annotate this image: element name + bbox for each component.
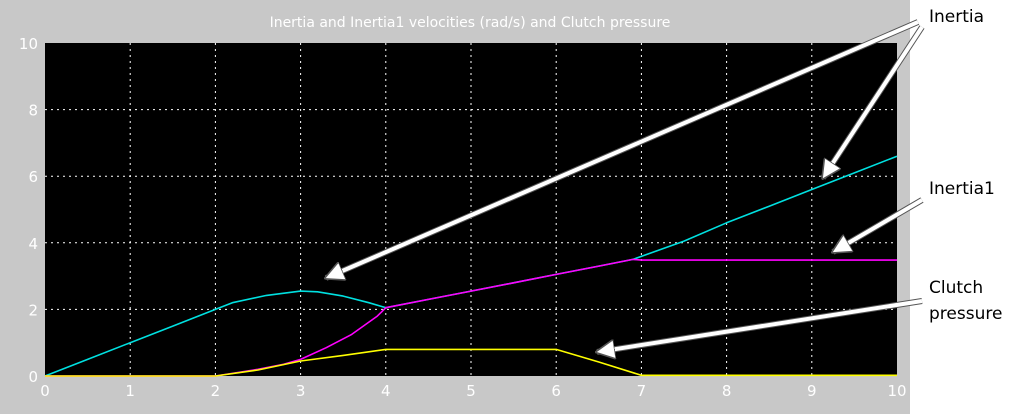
x-tick-label: 9 bbox=[807, 382, 817, 400]
label-clutch-pressure: Clutch pressure bbox=[929, 275, 1002, 327]
chart-title: Inertia and Inertia1 velocities (rad/s) … bbox=[270, 15, 671, 31]
x-tick-labels: 0 1 2 3 4 5 6 7 8 9 10 bbox=[40, 382, 906, 400]
scope-chart: Inertia and Inertia1 velocities (rad/s) … bbox=[0, 0, 910, 414]
x-tick-label: 3 bbox=[296, 382, 306, 400]
series-line-2 bbox=[45, 348, 897, 377]
y-tick-label: 10 bbox=[19, 35, 38, 53]
label-inertia-line-1: Inertia bbox=[929, 7, 985, 27]
label-inertia: Inertia bbox=[929, 4, 984, 30]
x-tick-label: 0 bbox=[40, 382, 50, 400]
y-tick-labels: 0 2 4 6 8 10 bbox=[19, 35, 38, 386]
x-tick-label: 8 bbox=[722, 382, 732, 400]
label-inertia1-line-1: Inertia1 bbox=[929, 179, 995, 199]
label-clutch-line-1: Clutch bbox=[929, 278, 984, 298]
y-tick-label: 2 bbox=[28, 301, 38, 319]
x-tick-label: 10 bbox=[887, 382, 906, 400]
x-tick-label: 7 bbox=[637, 382, 647, 400]
x-tick-label: 1 bbox=[125, 382, 135, 400]
y-tick-label: 8 bbox=[28, 102, 38, 120]
x-tick-label: 2 bbox=[211, 382, 221, 400]
y-tick-label: 6 bbox=[28, 168, 38, 186]
label-clutch-line-2: pressure bbox=[929, 304, 1003, 324]
y-tick-label: 0 bbox=[28, 368, 38, 386]
y-tick-label: 4 bbox=[28, 235, 38, 253]
label-inertia1: Inertia1 bbox=[929, 176, 995, 202]
x-tick-label: 6 bbox=[551, 382, 561, 400]
x-tick-label: 4 bbox=[381, 382, 391, 400]
x-tick-label: 5 bbox=[466, 382, 476, 400]
